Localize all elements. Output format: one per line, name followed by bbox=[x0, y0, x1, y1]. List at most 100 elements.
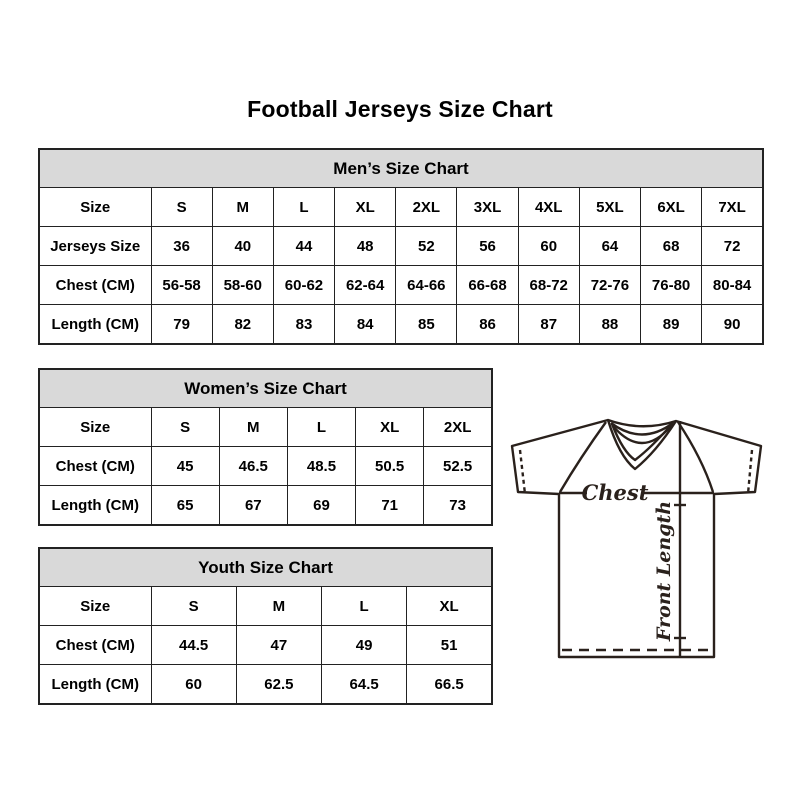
value-cell: 68 bbox=[639, 226, 703, 266]
jersey-measurement-diagram: Chest Front Length bbox=[510, 418, 763, 659]
mens-size-chart-section: Men’s Size Chart Size S M L XL 2XL 3XL 4XL 5XL 6XL… bbox=[38, 148, 764, 345]
value-cell: 66-68 bbox=[456, 265, 519, 305]
value-cell: 62-64 bbox=[334, 265, 397, 305]
row-label-cell: Chest (CM) bbox=[38, 446, 152, 486]
page-title: Football Jerseys Size Chart bbox=[247, 96, 553, 122]
value-cell: 86 bbox=[456, 304, 519, 345]
value-cell: 2XL bbox=[423, 407, 493, 447]
value-cell: XL bbox=[334, 187, 397, 227]
value-cell: 72-76 bbox=[578, 265, 642, 305]
jersey-outline-icon bbox=[510, 418, 763, 659]
value-cell: 88 bbox=[578, 304, 642, 345]
value-cell: 85 bbox=[395, 304, 458, 345]
value-cell: 83 bbox=[272, 304, 336, 345]
value-cell: 44.5 bbox=[150, 625, 237, 665]
value-cell: 4XL bbox=[517, 187, 580, 227]
value-cell: M bbox=[235, 586, 323, 626]
youth-size-chart-section: Youth Size Chart Size S M L XL Chest (CM) 44.5 4… bbox=[38, 547, 493, 705]
value-cell: 68-72 bbox=[517, 265, 580, 305]
value-cell: 60-62 bbox=[272, 265, 336, 305]
value-cell: 6XL bbox=[639, 187, 703, 227]
value-cell: 62.5 bbox=[235, 664, 323, 705]
value-cell: 89 bbox=[639, 304, 703, 345]
row-label-cell: Length (CM) bbox=[38, 664, 152, 705]
value-cell: 82 bbox=[211, 304, 274, 345]
value-cell: 50.5 bbox=[355, 446, 425, 486]
value-cell: 64.5 bbox=[320, 664, 408, 705]
value-cell: M bbox=[211, 187, 274, 227]
value-cell: 87 bbox=[517, 304, 580, 345]
value-cell: 7XL bbox=[701, 187, 764, 227]
chest-measure-label: Chest bbox=[582, 480, 649, 505]
row-label-cell: Chest (CM) bbox=[38, 625, 152, 665]
value-cell: 60 bbox=[517, 226, 580, 266]
value-cell: 51 bbox=[406, 625, 493, 665]
value-cell: 65 bbox=[150, 485, 220, 526]
table-row: Chest (CM) 56-58 58-60 60-62 62-64 64-66 66-68… bbox=[38, 265, 764, 305]
womens-size-chart-section: Women’s Size Chart Size S M L XL 2XL Chest (CM)… bbox=[38, 368, 493, 526]
table-row: Chest (CM) 45 46.5 48.5 50.5 52.5 bbox=[38, 446, 493, 486]
table-row: Jerseys Size 36 40 44 48 52 56 60 64 68 72 bbox=[38, 226, 764, 266]
table-row: Length (CM) 79 82 83 84 85 86 87 88 89 90 bbox=[38, 304, 764, 345]
value-cell: 64 bbox=[578, 226, 642, 266]
womens-size-chart-table: Women’s Size Chart Size S M L XL 2XL Chest (CM)… bbox=[38, 368, 493, 526]
value-cell: 71 bbox=[355, 485, 425, 526]
value-cell: 76-80 bbox=[639, 265, 703, 305]
mens-table-title: Men’s Size Chart bbox=[38, 148, 764, 188]
value-cell: 40 bbox=[211, 226, 274, 266]
value-cell: 5XL bbox=[578, 187, 642, 227]
youth-title-row: Youth Size Chart bbox=[38, 547, 493, 587]
youth-table-title: Youth Size Chart bbox=[38, 547, 493, 587]
value-cell: S bbox=[150, 407, 220, 447]
womens-title-row: Women’s Size Chart bbox=[38, 368, 493, 408]
table-row: Chest (CM) 44.5 47 49 51 bbox=[38, 625, 493, 665]
value-cell: 48.5 bbox=[286, 446, 357, 486]
value-cell: M bbox=[218, 407, 288, 447]
value-cell: 67 bbox=[218, 485, 288, 526]
value-cell: 58-60 bbox=[211, 265, 274, 305]
value-cell: S bbox=[150, 187, 213, 227]
youth-size-chart-table: Youth Size Chart Size S M L XL Chest (CM) 44.5 4… bbox=[38, 547, 493, 705]
value-cell: 90 bbox=[701, 304, 764, 345]
value-cell: 49 bbox=[320, 625, 408, 665]
value-cell: 56 bbox=[456, 226, 519, 266]
row-label-cell: Length (CM) bbox=[38, 485, 152, 526]
value-cell: L bbox=[272, 187, 336, 227]
row-label-cell: Size bbox=[38, 407, 152, 447]
row-label-cell: Length (CM) bbox=[38, 304, 152, 345]
value-cell: S bbox=[150, 586, 237, 626]
row-label-cell: Jerseys Size bbox=[38, 226, 152, 266]
mens-title-row: Men’s Size Chart bbox=[38, 148, 764, 188]
mens-size-chart-table: Men’s Size Chart Size S M L XL 2XL 3XL 4XL 5XL 6XL… bbox=[38, 148, 764, 345]
value-cell: 73 bbox=[423, 485, 493, 526]
value-cell: XL bbox=[406, 586, 493, 626]
value-cell: 52.5 bbox=[423, 446, 493, 486]
value-cell: L bbox=[320, 586, 408, 626]
value-cell: 44 bbox=[272, 226, 336, 266]
table-row: Length (CM) 60 62.5 64.5 66.5 bbox=[38, 664, 493, 705]
value-cell: 3XL bbox=[456, 187, 519, 227]
value-cell: L bbox=[286, 407, 357, 447]
value-cell: 36 bbox=[150, 226, 213, 266]
value-cell: 46.5 bbox=[218, 446, 288, 486]
value-cell: 69 bbox=[286, 485, 357, 526]
value-cell: 64-66 bbox=[395, 265, 458, 305]
front-length-measure-label: Front Length bbox=[653, 501, 675, 642]
table-row: Length (CM) 65 67 69 71 73 bbox=[38, 485, 493, 526]
table-row: Size S M L XL 2XL 3XL 4XL 5XL 6XL 7XL bbox=[38, 187, 764, 227]
row-label-cell: Size bbox=[38, 586, 152, 626]
value-cell: 45 bbox=[150, 446, 220, 486]
table-row: Size S M L XL bbox=[38, 586, 493, 626]
value-cell: 79 bbox=[150, 304, 213, 345]
row-label-cell: Size bbox=[38, 187, 152, 227]
value-cell: 52 bbox=[395, 226, 458, 266]
value-cell: 56-58 bbox=[150, 265, 213, 305]
value-cell: 48 bbox=[334, 226, 397, 266]
value-cell: 2XL bbox=[395, 187, 458, 227]
womens-table-title: Women’s Size Chart bbox=[38, 368, 493, 408]
value-cell: 84 bbox=[334, 304, 397, 345]
value-cell: 66.5 bbox=[406, 664, 493, 705]
value-cell: XL bbox=[355, 407, 425, 447]
value-cell: 72 bbox=[701, 226, 764, 266]
value-cell: 80-84 bbox=[701, 265, 764, 305]
